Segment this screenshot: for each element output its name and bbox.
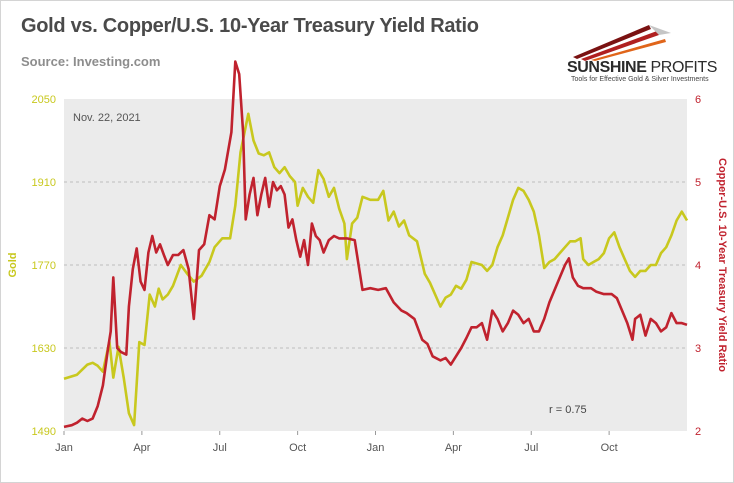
y-left-tick-label: 1770 [32, 260, 56, 272]
y-right-tick-label: 6 [695, 94, 701, 106]
chart-title: Gold vs. Copper/U.S. 10-Year Treasury Yi… [21, 15, 479, 37]
x-tick-label: Jan [367, 442, 385, 454]
y-right-tick-label: 4 [695, 260, 701, 272]
gold-series-line [63, 112, 689, 427]
logo-name-part2: PROFITS [646, 59, 718, 76]
y-left-tick-label: 1630 [32, 343, 56, 355]
y-left-tick-label: 2050 [32, 94, 56, 106]
chart-source: Source: Investing.com [21, 54, 161, 69]
y-axis-right-label: Copper-U.S. 10-Year Treasury Yield Ratio [716, 158, 728, 372]
sunshine-profits-logo: SUNSHINE PROFITS Tools for Effective Gol… [561, 13, 721, 85]
x-tick-label: Jul [524, 442, 538, 454]
y-right-tick-label: 3 [695, 343, 701, 355]
logo-tagline: Tools for Effective Gold & Silver Invest… [571, 76, 709, 83]
x-tick-label: Oct [289, 442, 306, 454]
axis-layer: 1490 2 1630 3 1770 4 1910 5 2050 6 Jan Apr Jul Oct Jan… [32, 94, 702, 454]
y-right-tick-label: 2 [695, 426, 701, 438]
annotation-date: Nov. 22, 2021 [73, 112, 141, 124]
logo-name-part1: SUNSHINE [567, 59, 647, 76]
y-left-tick-label: 1910 [32, 177, 56, 189]
x-tick-label: Apr [133, 442, 150, 454]
copper-yield-ratio-line [63, 60, 688, 429]
x-tick-label: Oct [601, 442, 618, 454]
x-tick-label: Jul [213, 442, 227, 454]
correlation-label: r = 0.75 [549, 404, 587, 416]
sunrays-logo-icon [573, 25, 671, 61]
y-left-tick-label: 1490 [32, 426, 56, 438]
x-tick-label: Apr [445, 442, 462, 454]
logo-name: SUNSHINE PROFITS [567, 59, 717, 77]
x-tick-label: Jan [55, 442, 73, 454]
y-right-tick-label: 5 [695, 177, 701, 189]
y-axis-left-label: Gold [7, 252, 19, 277]
series-layer [63, 60, 689, 429]
